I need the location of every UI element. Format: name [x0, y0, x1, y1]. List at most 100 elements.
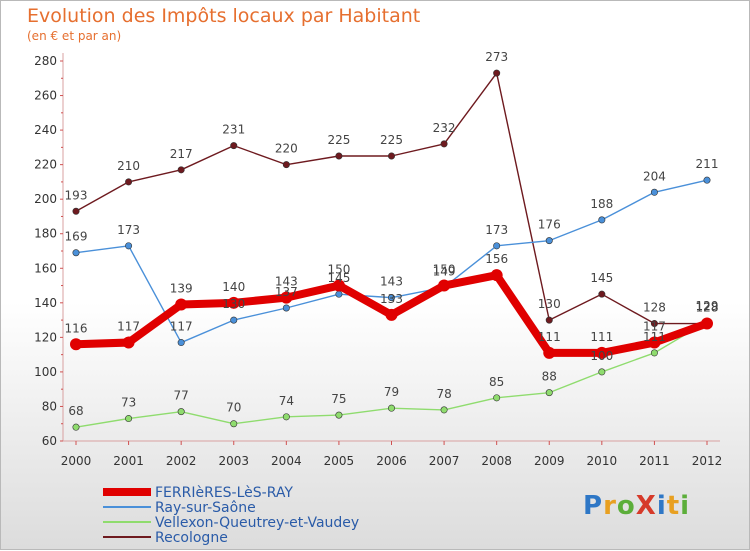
y-tick-label: 140	[34, 296, 57, 310]
data-label: 128	[643, 301, 666, 315]
data-point	[70, 338, 82, 351]
data-label: 217	[170, 147, 193, 161]
data-point	[493, 242, 501, 250]
data-label: 111	[538, 330, 561, 344]
data-label: 128	[696, 301, 719, 315]
data-label: 225	[380, 133, 403, 147]
y-tick-label: 260	[34, 89, 57, 103]
x-tick-label: 2008	[481, 454, 512, 468]
logo-letter: P	[583, 491, 604, 521]
data-point	[335, 152, 343, 160]
x-tick-label: 2003	[218, 454, 249, 468]
data-label: 220	[275, 142, 298, 156]
data-label: 133	[380, 292, 403, 306]
data-point	[125, 415, 133, 423]
data-label: 173	[485, 223, 508, 237]
data-point	[598, 216, 606, 224]
data-label: 111	[643, 330, 666, 344]
x-tick-label: 2010	[587, 454, 618, 468]
logo-letter: X	[635, 491, 657, 521]
x-tick-label: 2001	[113, 454, 144, 468]
x-tick-label: 2007	[429, 454, 460, 468]
data-label: 77	[174, 389, 189, 403]
data-label: 193	[65, 188, 88, 202]
data-label: 78	[436, 387, 451, 401]
data-label: 117	[117, 320, 140, 334]
data-point	[230, 142, 238, 150]
data-label: 88	[542, 370, 557, 384]
data-label: 140	[222, 280, 245, 294]
data-point	[227, 296, 240, 309]
data-point	[177, 339, 185, 347]
data-label: 150	[327, 263, 350, 277]
data-label: 156	[485, 252, 508, 266]
axes: 60 80 100 120 140 160 180 200 220 240 260 280 2000 20…	[34, 53, 722, 468]
data-point	[125, 242, 133, 250]
data-label: 169	[65, 230, 88, 244]
data-label: 117	[170, 320, 193, 334]
data-point	[72, 207, 80, 215]
x-tick-label: 2000	[61, 454, 92, 468]
data-point	[125, 178, 133, 186]
data-point	[545, 389, 553, 397]
data-label: 68	[68, 404, 83, 418]
data-label: 100	[590, 349, 613, 363]
data-point	[230, 316, 238, 324]
logo-letter: o	[616, 491, 636, 521]
data-label: 225	[327, 133, 350, 147]
logo-letter: i	[656, 491, 667, 521]
data-point	[598, 368, 606, 376]
chart-subtitle: (en € et par an)	[27, 29, 122, 43]
data-label: 74	[279, 394, 294, 408]
y-tick-label: 220	[34, 158, 57, 172]
data-point	[598, 290, 606, 298]
data-label: 117	[643, 320, 666, 334]
data-point	[703, 176, 711, 184]
y-tick-label: 200	[34, 192, 57, 206]
y-tick-label: 160	[34, 261, 57, 275]
data-label: 176	[538, 218, 561, 232]
data-label: 85	[489, 375, 504, 389]
x-tick-label: 2012	[692, 454, 723, 468]
logo-letter: i	[680, 491, 691, 521]
chart-title: Evolution des Impôts locaux par Habitant	[27, 5, 421, 27]
data-label: 129	[696, 299, 719, 313]
data-label: 204	[643, 169, 666, 183]
data-label: 116	[65, 321, 88, 335]
data-label: 111	[590, 330, 613, 344]
y-tick-label: 120	[34, 330, 57, 344]
data-point	[650, 349, 658, 357]
logo-letter: r	[603, 491, 617, 521]
data-label: 211	[696, 157, 719, 171]
data-point	[438, 279, 451, 292]
data-point	[387, 404, 395, 412]
data-point	[440, 140, 448, 148]
y-tick-label: 80	[42, 399, 57, 413]
data-point	[177, 408, 185, 416]
data-point	[387, 152, 395, 160]
y-tick-label: 240	[34, 123, 57, 137]
legend: FERRIèRES-LèS-RAYRay-sur-SaôneVellexon-Q…	[103, 485, 359, 546]
data-label: 149	[433, 264, 456, 278]
data-label: 130	[538, 297, 561, 311]
data-point	[493, 394, 501, 402]
legend-label: Vellexon-Queutrey-et-Vaudey	[155, 515, 359, 531]
data-point	[385, 308, 398, 321]
y-tick-label: 180	[34, 227, 57, 241]
data-point	[543, 346, 556, 359]
x-tick-label: 2004	[271, 454, 302, 468]
data-point	[650, 188, 658, 196]
legend-label: Recologne	[155, 530, 228, 546]
data-point	[493, 69, 501, 77]
data-point	[175, 298, 188, 311]
data-label: 143	[275, 275, 298, 289]
data-label: 231	[222, 123, 245, 137]
data-point	[387, 294, 395, 302]
data-point	[230, 420, 238, 428]
data-label: 232	[433, 121, 456, 135]
data-point	[335, 411, 343, 419]
series-lines	[70, 69, 713, 431]
data-point	[282, 413, 290, 421]
legend-label: Ray-sur-Saône	[155, 500, 256, 516]
